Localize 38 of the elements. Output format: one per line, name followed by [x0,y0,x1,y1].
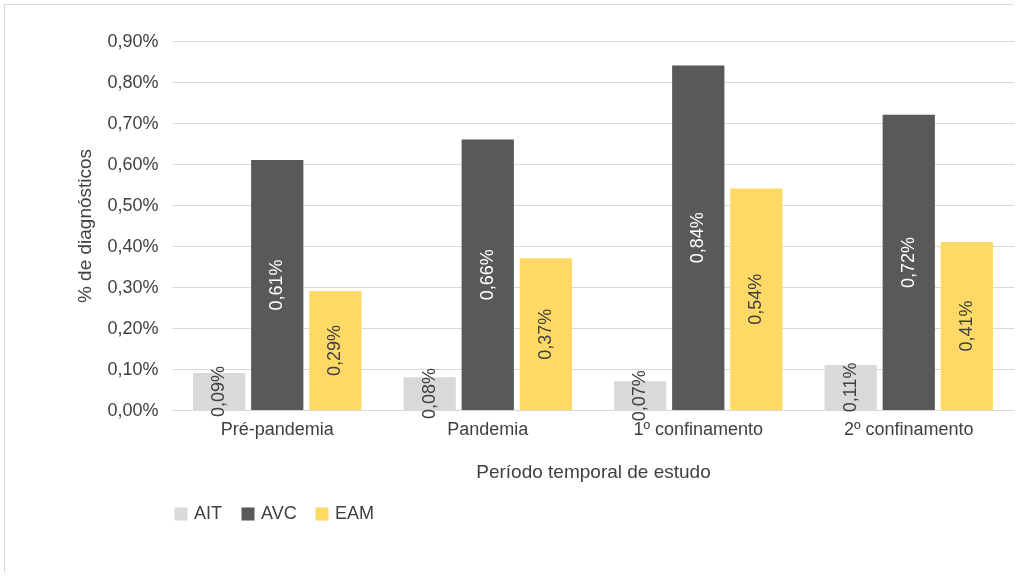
data-label: 0,54% [745,273,766,325]
data-label: 0,37% [534,308,555,360]
x-axis-title: Período temporal de estudo [476,460,711,482]
bar [519,258,572,410]
data-label: 0,09% [208,366,229,418]
y-tick-label: 0,80% [107,71,159,92]
data-label: 0,11% [839,362,860,413]
data-label: 0,61% [266,259,287,311]
x-tick-label: Pré-pandemia [220,418,335,439]
y-tick-label: 0,00% [107,399,159,420]
data-label: 0,66% [476,249,497,301]
bar [672,65,725,410]
y-tick-label: 0,40% [107,235,159,256]
legend-label: EAM [335,503,375,523]
bar [882,114,935,410]
legend-label: AVC [261,503,297,523]
bar [251,159,304,410]
data-label: 0,29% [324,325,345,377]
y-tick-label: 0,20% [107,317,159,338]
x-tick-label: Pandemia [447,418,530,439]
data-label: 0,08% [418,368,439,420]
bar [461,139,514,410]
y-tick-label: 0,50% [107,194,159,215]
y-tick-label: 0,30% [107,276,159,297]
data-label: 0,84% [687,212,708,264]
data-label: 0,07% [629,370,650,422]
bar [309,291,362,410]
legend-label: AIT [194,503,223,523]
y-tick-label: 0,60% [107,153,159,174]
y-tick-label: 0,70% [107,112,159,133]
bar [730,188,783,410]
bar [940,241,993,410]
y-tick-label: 0,10% [107,358,159,379]
data-label: 0,72% [897,236,918,288]
y-axis-title: % de diagnósticos [74,148,96,304]
x-tick-label: 2º confinamento [843,418,974,439]
y-tick-label: 0,90% [107,30,159,51]
data-label: 0,41% [955,300,976,352]
